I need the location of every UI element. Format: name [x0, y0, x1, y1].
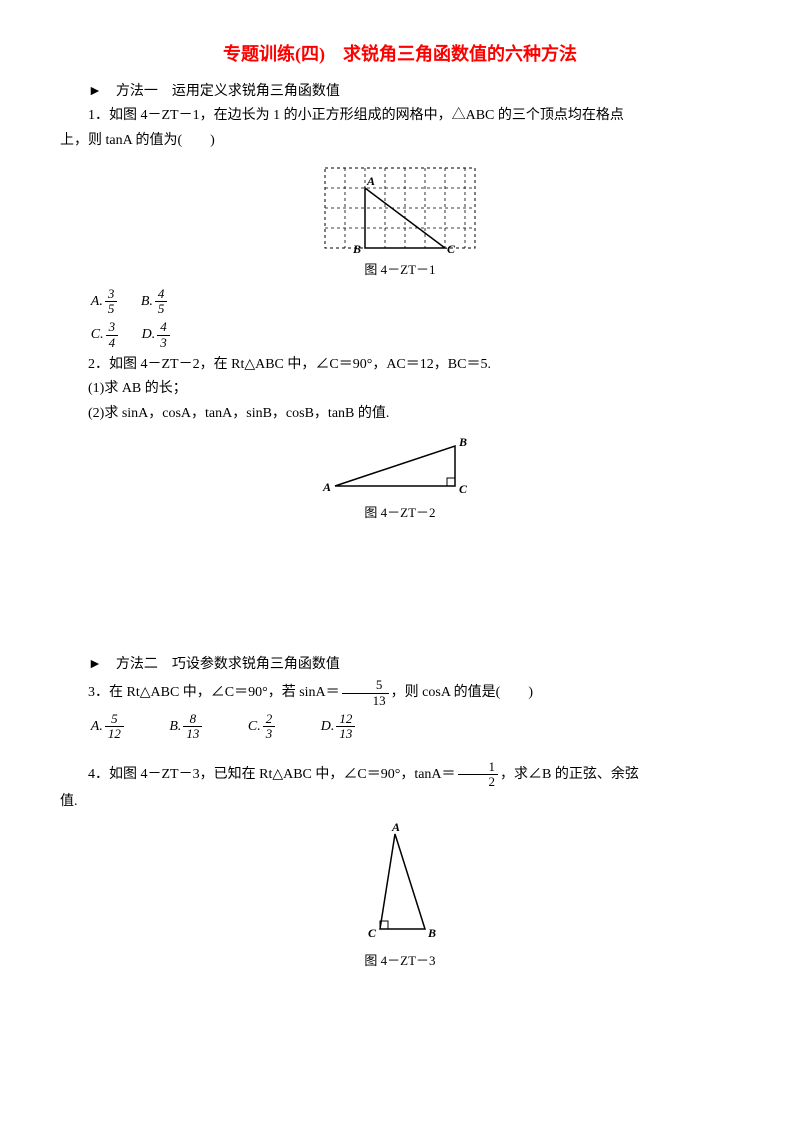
figure-2-caption: 图 4－ZT－2	[60, 503, 740, 524]
figure-3-wrap: A C B 图 4－ZT－3	[60, 819, 740, 972]
choice-3C: C.23	[248, 712, 277, 742]
svg-text:B: B	[458, 435, 467, 449]
problem-4b: ，求∠B 的正弦、余弦	[500, 767, 639, 782]
figure-3-caption: 图 4－ZT－3	[60, 951, 740, 972]
svg-text:B: B	[352, 242, 361, 256]
problem-4a: 4．如图 4－ZT－3，已知在 Rt△ABC 中，∠C＝90°，tanA＝	[88, 767, 456, 782]
svg-text:A: A	[322, 480, 331, 494]
problem-1-line2-text: 上，则 tanA 的值为( )	[60, 133, 215, 148]
figure-1-wrap: A B C 图 4－ZT－1	[60, 158, 740, 281]
svg-text:A: A	[366, 174, 375, 188]
figure-1-caption: 图 4－ZT－1	[60, 260, 740, 281]
problem-1-choices-row1: A.35 B.45	[91, 287, 740, 317]
choice-1C: C.34	[91, 320, 120, 350]
problem-1-line2: 上，则 tanA 的值为( )	[60, 130, 740, 152]
space-block	[60, 530, 740, 650]
figure-2-wrap: A B C 图 4－ZT－2	[60, 431, 740, 524]
figure-1-svg: A B C	[315, 158, 485, 258]
svg-text:B: B	[427, 926, 436, 940]
page-title: 专题训练(四) 求锐角三角函数值的六种方法	[60, 40, 740, 69]
problem-3: 3．在 Rt△ABC 中，∠C＝90°，若 sinA＝513，则 cosA 的值…	[60, 678, 740, 708]
problem-3b: ，则 cosA 的值是( )	[391, 685, 533, 700]
problem-3-choices: A.512 B.813 C.23 D.1213	[91, 712, 740, 742]
figure-2-svg: A B C	[315, 431, 485, 501]
space-sm	[60, 746, 740, 760]
choice-1B: B.45	[141, 287, 170, 317]
svg-text:A: A	[391, 820, 400, 834]
svg-text:C: C	[368, 926, 377, 940]
problem-1-choices-row2: C.34 D.43	[91, 320, 740, 350]
method1-heading: ► 方法一 运用定义求锐角三角函数值	[60, 81, 740, 103]
choice-1A: A.35	[91, 287, 120, 317]
choice-3B: B.813	[169, 712, 204, 742]
choice-1D: D.43	[142, 320, 172, 350]
svg-text:C: C	[447, 242, 456, 256]
problem-1-line1: 1．如图 4－ZT－1，在边长为 1 的小正方形组成的网格中，△ABC 的三个顶…	[60, 105, 740, 127]
problem-2-1: (1)求 AB 的长；	[60, 378, 740, 400]
choice-3A: A.512	[91, 712, 126, 742]
problem-3a: 3．在 Rt△ABC 中，∠C＝90°，若 sinA＝	[88, 685, 340, 700]
svg-text:C: C	[459, 482, 468, 496]
problem-4: 4．如图 4－ZT－3，已知在 Rt△ABC 中，∠C＝90°，tanA＝12，…	[60, 760, 740, 790]
problem-4c: 值.	[60, 791, 740, 813]
method2-heading: ► 方法二 巧设参数求锐角三角函数值	[60, 654, 740, 676]
figure-3-svg: A C B	[350, 819, 450, 949]
problem-2-2: (2)求 sinA，cosA，tanA，sinB，cosB，tanB 的值.	[60, 403, 740, 425]
choice-3D: D.1213	[321, 712, 358, 742]
problem-2: 2．如图 4－ZT－2，在 Rt△ABC 中，∠C＝90°，AC＝12，BC＝5…	[60, 354, 740, 376]
